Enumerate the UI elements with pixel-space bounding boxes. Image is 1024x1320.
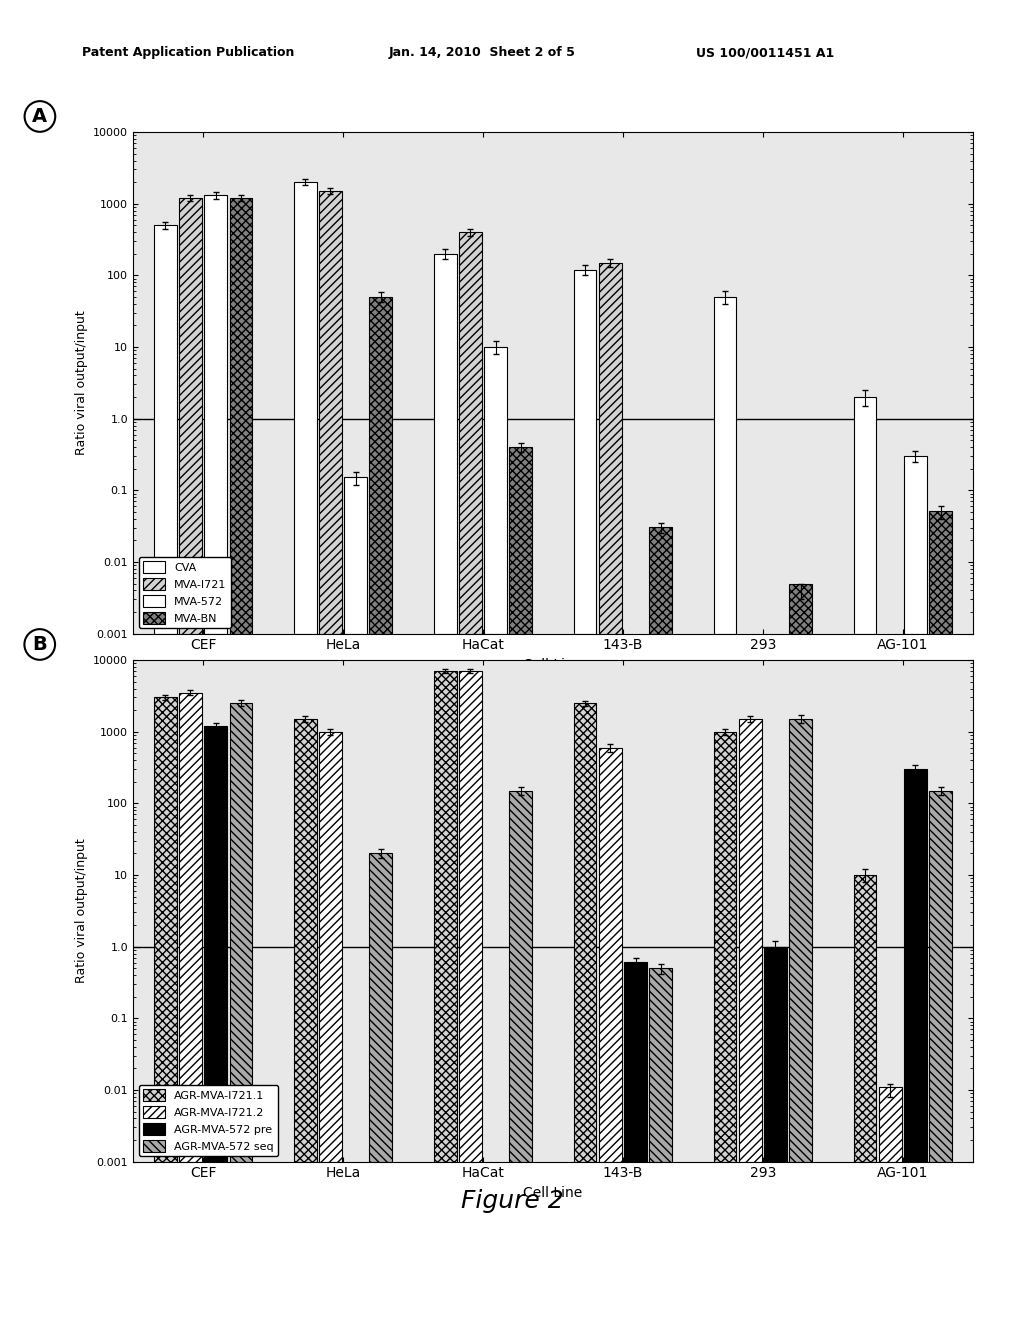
Bar: [154, 697, 177, 1162]
Bar: [434, 671, 457, 1162]
Bar: [790, 583, 812, 634]
Bar: [904, 770, 927, 1162]
Legend: AGR-MVA-I721.1, AGR-MVA-I721.2, AGR-MVA-572 pre, AGR-MVA-572 seq: AGR-MVA-I721.1, AGR-MVA-I721.2, AGR-MVA-…: [138, 1085, 279, 1156]
Bar: [459, 232, 481, 634]
Bar: [205, 726, 227, 1162]
Bar: [294, 182, 316, 634]
Bar: [929, 791, 952, 1162]
Bar: [229, 704, 252, 1162]
Bar: [344, 478, 367, 634]
Bar: [649, 527, 672, 634]
Bar: [509, 791, 532, 1162]
Bar: [484, 347, 507, 634]
Bar: [764, 946, 786, 1162]
Bar: [459, 671, 481, 1162]
Text: Jan. 14, 2010  Sheet 2 of 5: Jan. 14, 2010 Sheet 2 of 5: [389, 46, 575, 59]
Text: Patent Application Publication: Patent Application Publication: [82, 46, 294, 59]
Bar: [904, 455, 927, 634]
Bar: [599, 747, 622, 1162]
Bar: [714, 731, 736, 1162]
Bar: [573, 269, 597, 634]
Bar: [879, 1086, 901, 1162]
Bar: [649, 968, 672, 1162]
Bar: [205, 195, 227, 634]
Bar: [714, 297, 736, 634]
Text: US 100/0011451 A1: US 100/0011451 A1: [696, 46, 835, 59]
Bar: [434, 253, 457, 634]
Bar: [154, 226, 177, 634]
Legend: CVA, MVA-I721, MVA-572, MVA-BN: CVA, MVA-I721, MVA-572, MVA-BN: [138, 557, 231, 628]
Bar: [625, 962, 647, 1162]
Bar: [854, 875, 877, 1162]
X-axis label: Cell Line: Cell Line: [523, 657, 583, 672]
Bar: [319, 731, 342, 1162]
Y-axis label: Ratio viral output/input: Ratio viral output/input: [75, 838, 88, 983]
Bar: [573, 704, 597, 1162]
Bar: [599, 263, 622, 634]
Text: Figure 2: Figure 2: [461, 1189, 563, 1213]
Bar: [790, 719, 812, 1162]
Bar: [319, 191, 342, 634]
Bar: [179, 693, 202, 1162]
Bar: [294, 719, 316, 1162]
Bar: [739, 719, 762, 1162]
Bar: [179, 198, 202, 634]
Bar: [370, 854, 392, 1162]
Bar: [370, 297, 392, 634]
Bar: [929, 511, 952, 634]
Bar: [509, 447, 532, 634]
Bar: [854, 397, 877, 634]
X-axis label: Cell Line: Cell Line: [523, 1185, 583, 1200]
Bar: [229, 198, 252, 634]
Text: A: A: [33, 107, 47, 125]
Text: B: B: [33, 635, 47, 653]
Y-axis label: Ratio viral output/input: Ratio viral output/input: [75, 310, 88, 455]
